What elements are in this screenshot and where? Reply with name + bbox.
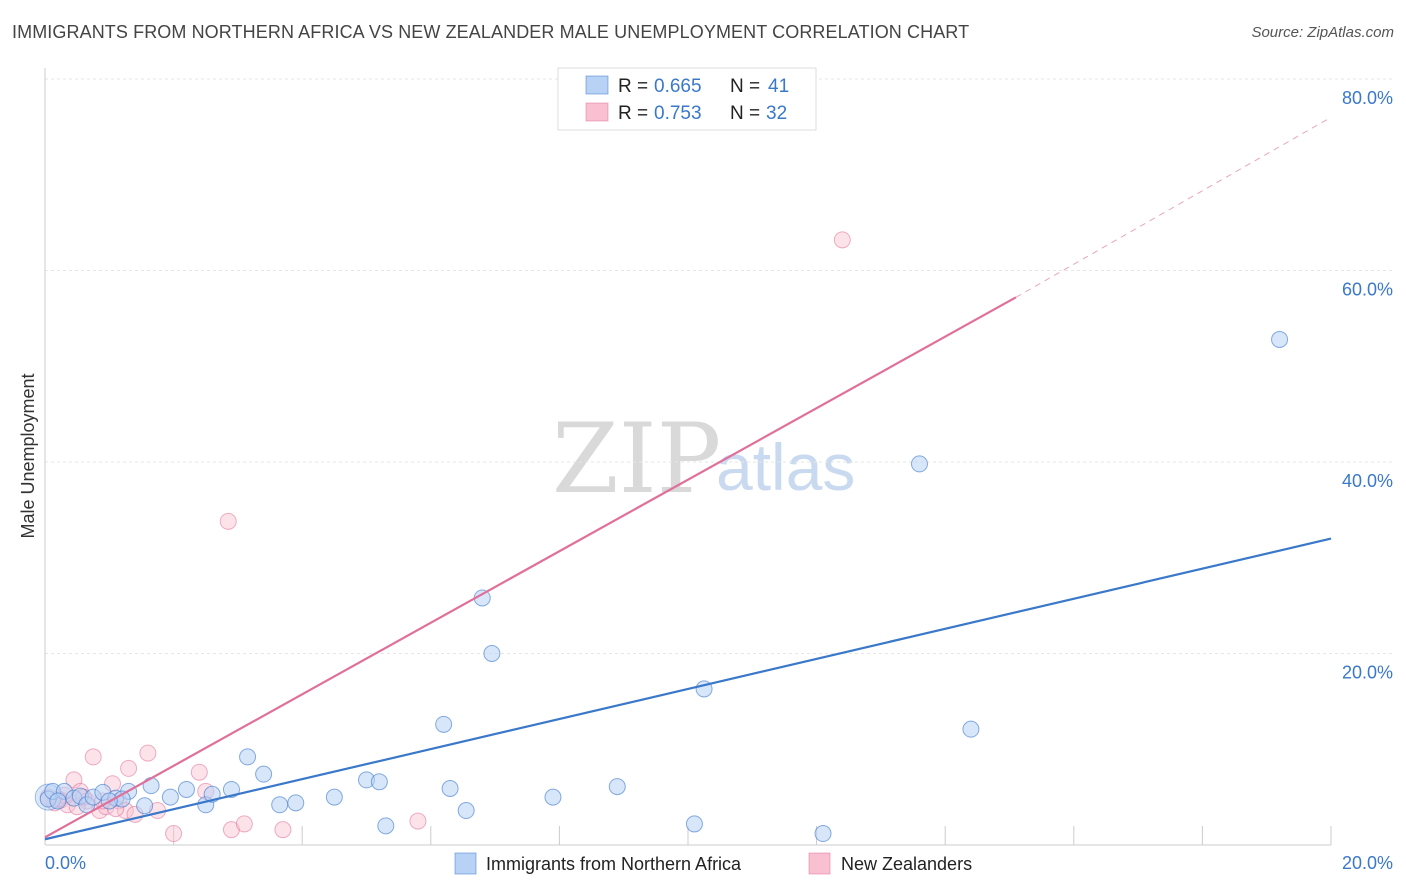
trend-line-new-zealanders xyxy=(44,296,1017,839)
legend: R = 0.665 N = 41 R = 0.753 N = 32 xyxy=(557,67,817,131)
source-label: Source: ZipAtlas.com xyxy=(1251,24,1394,41)
point-new-zealanders-22 xyxy=(235,815,253,833)
y-tick-label-1: 40.0% xyxy=(1342,471,1393,491)
legend-r-value-1: 0.665 xyxy=(654,76,702,97)
point-immigrants-32 xyxy=(685,815,703,833)
point-immigrants-31 xyxy=(608,778,626,796)
legend-r-label-2: R = xyxy=(618,103,648,124)
bottom-legend-swatch-pink xyxy=(808,852,831,875)
series-new-zealanders xyxy=(39,231,851,843)
point-immigrants-19 xyxy=(271,796,289,814)
point-immigrants-34 xyxy=(814,825,832,843)
point-new-zealanders-23 xyxy=(274,821,292,839)
point-immigrants-36 xyxy=(962,720,980,738)
point-immigrants-29 xyxy=(483,645,501,662)
point-immigrants-35 xyxy=(910,455,928,473)
point-new-zealanders-13 xyxy=(120,759,138,777)
point-immigrants-12 xyxy=(161,788,179,806)
point-immigrants-17 xyxy=(239,748,257,766)
point-new-zealanders-24 xyxy=(409,812,427,830)
point-immigrants-18 xyxy=(255,765,273,783)
point-immigrants-30 xyxy=(544,788,562,806)
watermark-atlas: atlas xyxy=(716,430,855,504)
legend-n-label-1: N = xyxy=(730,76,760,97)
point-immigrants-13 xyxy=(177,780,195,798)
point-new-zealanders-7 xyxy=(84,748,102,766)
series-immigrants-northern-africa xyxy=(34,330,1289,843)
legend-r-label-1: R = xyxy=(618,76,648,97)
point-immigrants-20 xyxy=(287,794,305,812)
y-tick-label-2: 60.0% xyxy=(1342,280,1393,300)
point-new-zealanders-15 xyxy=(139,744,157,762)
y-tick-label-0: 20.0% xyxy=(1342,663,1393,683)
legend-swatch-blue xyxy=(585,75,609,95)
point-immigrants-10 xyxy=(136,797,154,815)
point-immigrants-27 xyxy=(457,802,475,820)
point-immigrants-24 xyxy=(377,817,395,835)
y-axis-ticks: 20.0% 40.0% 60.0% 80.0% xyxy=(1342,88,1393,683)
trend-line-new-zealanders-extension xyxy=(1015,116,1332,298)
chart-title: IMMIGRANTS FROM NORTHERN AFRICA VS NEW Z… xyxy=(12,22,970,42)
point-new-zealanders-18 xyxy=(190,763,208,781)
legend-n-value-2: 32 xyxy=(766,103,787,124)
point-immigrants-11 xyxy=(142,777,160,795)
bottom-legend-label-immigrants: Immigrants from Northern Africa xyxy=(486,854,742,874)
grid xyxy=(44,68,1392,846)
bottom-legend-label-new-zealanders: New Zealanders xyxy=(841,854,972,874)
y-tick-label-3: 80.0% xyxy=(1342,88,1393,108)
legend-r-value-2: 0.753 xyxy=(654,103,702,124)
trend-lines xyxy=(44,116,1332,841)
point-new-zealanders-25 xyxy=(833,231,851,249)
point-immigrants-26 xyxy=(441,780,459,798)
bottom-legend: Immigrants from Northern Africa New Zeal… xyxy=(454,852,972,875)
legend-swatch-pink xyxy=(585,102,609,122)
point-immigrants-38 xyxy=(49,792,67,810)
trend-line-immigrants xyxy=(44,537,1332,841)
watermark-zip: ZIP xyxy=(552,403,721,515)
point-immigrants-21 xyxy=(325,788,343,806)
x-axis-ticks: 0.0% 20.0% xyxy=(45,853,1393,873)
point-immigrants-25 xyxy=(435,715,453,733)
x-tick-label-1: 20.0% xyxy=(1342,853,1393,873)
legend-n-label-2: N = xyxy=(730,103,760,124)
x-tick-label-0: 0.0% xyxy=(45,853,86,873)
point-immigrants-16 xyxy=(222,780,240,798)
point-new-zealanders-20 xyxy=(219,512,237,530)
point-immigrants-23 xyxy=(370,773,388,791)
y-axis-label: Male Unemployment xyxy=(18,373,38,538)
point-new-zealanders-17 xyxy=(165,825,183,843)
bottom-legend-swatch-blue xyxy=(454,852,477,875)
legend-n-value-1: 41 xyxy=(768,76,789,97)
point-immigrants-37 xyxy=(1271,330,1289,348)
